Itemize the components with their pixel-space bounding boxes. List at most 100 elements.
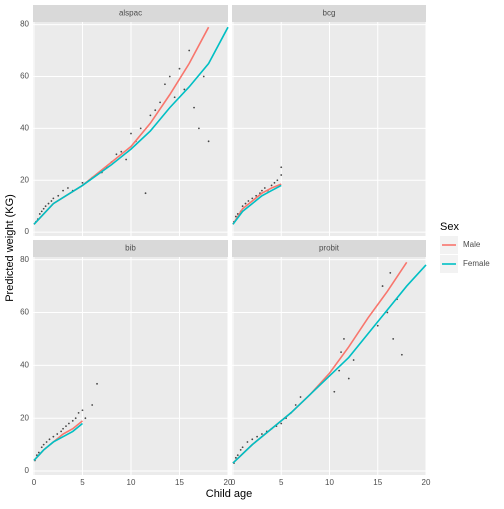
point (62, 189, 64, 192)
point (273, 181, 276, 184)
point (280, 166, 283, 169)
line (33, 26, 229, 225)
point (45, 441, 48, 443)
strip (33, 5, 228, 22)
point (400, 353, 403, 356)
point (42, 443, 45, 446)
legend-label: Male (463, 240, 481, 249)
point (294, 404, 297, 406)
point (352, 359, 355, 361)
point (60, 430, 63, 433)
strip-label: probit (319, 244, 340, 253)
y-tick-label: 40 (20, 360, 29, 369)
point (333, 390, 336, 393)
point (193, 106, 195, 109)
x-tick-label: 5 (80, 478, 85, 487)
point (74, 417, 77, 420)
point (386, 311, 389, 314)
point (47, 202, 50, 205)
y-tick-label: 60 (20, 72, 29, 81)
point (77, 412, 80, 414)
point (261, 189, 263, 192)
y-tick-label: 0 (25, 227, 30, 236)
point (280, 174, 283, 176)
y-tick-label: 80 (20, 255, 29, 264)
line (232, 184, 282, 225)
point (81, 181, 84, 184)
point (38, 213, 41, 215)
point (67, 187, 69, 189)
y-tick-label: 20 (20, 413, 29, 422)
legend-title: Sex (440, 221, 459, 233)
point (81, 409, 84, 412)
point (40, 210, 43, 213)
point (239, 448, 242, 451)
strip-label: bib (125, 244, 136, 253)
point (340, 351, 342, 354)
point (202, 75, 205, 78)
point (130, 132, 132, 135)
point (241, 446, 244, 449)
point (197, 127, 200, 130)
x-axis-title: Child age (206, 488, 252, 500)
point (52, 197, 55, 200)
y-tick-label: 20 (20, 175, 29, 184)
point (376, 324, 379, 327)
x-tick-label: 10 (325, 478, 334, 487)
point (84, 417, 87, 420)
x-tick-label: 0 (32, 478, 37, 487)
legend-label: Female (463, 259, 490, 268)
point (183, 88, 186, 91)
point (159, 101, 161, 104)
point (40, 446, 43, 449)
point (168, 75, 171, 78)
point (125, 158, 128, 161)
x-tick-label: 5 (279, 478, 284, 487)
point (37, 451, 40, 454)
point (347, 377, 350, 380)
point (207, 140, 210, 143)
point (343, 338, 345, 340)
strip (232, 5, 426, 22)
point (42, 207, 45, 210)
point (91, 404, 94, 406)
point (149, 114, 152, 117)
strip-label: bcg (323, 9, 336, 18)
point (246, 441, 249, 443)
point (236, 454, 239, 457)
point (173, 96, 176, 99)
point (256, 435, 258, 438)
y-tick-label: 80 (20, 20, 29, 29)
y-axis-title: Predicted weight (KG) (4, 194, 16, 302)
x-tick-label: 15 (373, 478, 382, 487)
point (62, 427, 64, 430)
strip (33, 240, 228, 257)
point (188, 49, 191, 52)
point (154, 109, 157, 112)
point (389, 271, 392, 274)
point (280, 422, 283, 425)
x-tick-label: 20 (422, 478, 431, 487)
point (247, 200, 250, 202)
point (241, 205, 244, 208)
point (261, 433, 263, 435)
point (299, 396, 302, 398)
point (251, 438, 254, 441)
point (392, 338, 395, 340)
point (50, 200, 53, 202)
point (57, 194, 60, 197)
strip (232, 240, 426, 257)
point (178, 67, 181, 70)
point (44, 205, 47, 208)
x-tick-label: 0 (231, 478, 236, 487)
point (381, 285, 384, 287)
point (144, 192, 147, 195)
point (244, 202, 247, 205)
point (120, 150, 123, 153)
point (52, 435, 55, 438)
point (48, 438, 51, 441)
line (232, 264, 427, 464)
point (255, 194, 258, 197)
x-tick-label: 20 (224, 478, 233, 487)
